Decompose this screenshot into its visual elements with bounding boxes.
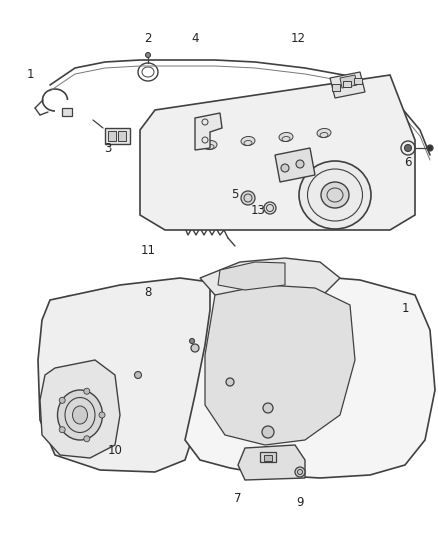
Ellipse shape [279,133,293,142]
Circle shape [263,403,273,413]
Circle shape [281,164,289,172]
Circle shape [295,467,305,477]
Bar [260,452,276,462]
Ellipse shape [73,406,88,424]
Circle shape [405,144,411,151]
Text: 11: 11 [141,244,155,256]
Circle shape [191,344,199,352]
Polygon shape [40,360,120,458]
Text: 1: 1 [26,69,34,82]
Ellipse shape [321,182,349,208]
Ellipse shape [57,390,102,440]
Polygon shape [205,285,355,445]
Ellipse shape [299,161,371,229]
Text: 13: 13 [251,204,265,216]
Text: 7: 7 [234,491,242,505]
Polygon shape [195,113,222,150]
Text: 9: 9 [296,496,304,508]
Ellipse shape [317,128,331,138]
Text: 8: 8 [144,287,152,300]
Polygon shape [140,75,415,230]
Circle shape [134,372,141,378]
Polygon shape [275,148,315,182]
Circle shape [427,145,433,151]
Polygon shape [238,445,305,480]
Bar [108,131,116,141]
Text: 1: 1 [401,302,409,314]
Bar [62,108,72,116]
Text: 5: 5 [231,189,239,201]
Circle shape [264,202,276,214]
Bar [354,78,362,84]
Ellipse shape [241,136,255,146]
Circle shape [226,378,234,386]
Bar [264,455,272,461]
Polygon shape [185,275,435,478]
Ellipse shape [203,141,217,150]
Text: 6: 6 [404,156,412,168]
Text: 12: 12 [290,31,305,44]
Text: 10: 10 [108,443,123,456]
Polygon shape [38,278,220,472]
Text: 2: 2 [144,31,152,44]
Text: 3: 3 [104,141,112,155]
Circle shape [296,160,304,168]
Circle shape [190,338,194,343]
Circle shape [84,436,90,442]
Polygon shape [218,262,285,290]
Text: 4: 4 [191,31,199,44]
Circle shape [84,388,90,394]
Bar [105,128,130,144]
Circle shape [59,427,65,433]
Bar [118,131,126,141]
Bar [343,81,351,87]
Circle shape [59,397,65,403]
Circle shape [262,426,274,438]
Circle shape [99,412,105,418]
Polygon shape [200,258,340,305]
Circle shape [145,52,151,58]
Bar [332,84,340,91]
Polygon shape [330,72,365,98]
Circle shape [241,191,255,205]
Polygon shape [340,75,357,88]
